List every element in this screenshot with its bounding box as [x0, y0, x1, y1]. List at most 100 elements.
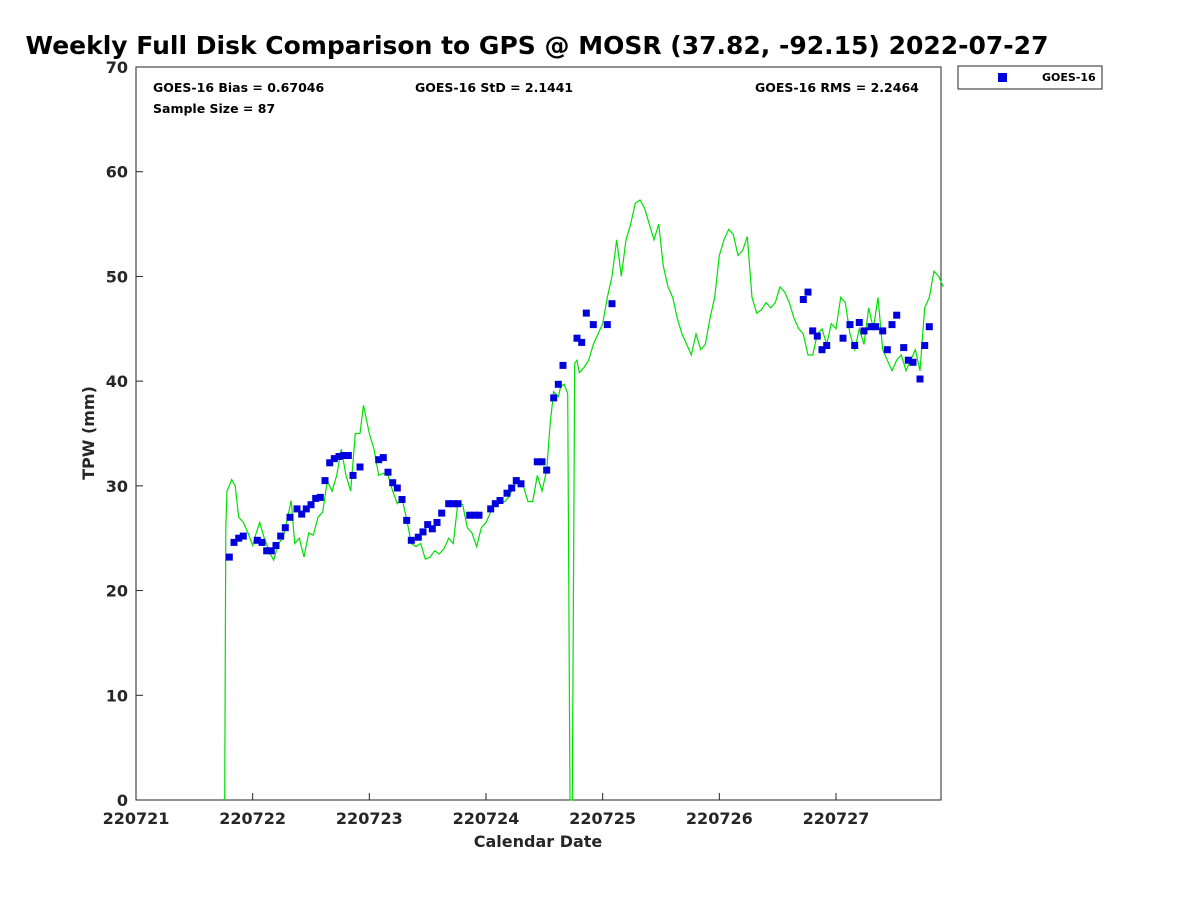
goes-16-point: [503, 489, 511, 497]
goes-16-point: [235, 534, 243, 542]
goes-16-point: [312, 494, 320, 502]
goes-16-point: [414, 533, 422, 541]
goes-16-point: [550, 394, 558, 402]
goes-16-point: [855, 319, 863, 326]
goes-16-point: [330, 455, 338, 463]
goes-16-point: [582, 309, 590, 317]
goes-16-point: [230, 538, 238, 546]
goes-16-point: [302, 505, 310, 513]
goes-16-point: [340, 452, 348, 459]
goes-16-point: [909, 358, 917, 366]
goes-16-point: [475, 511, 483, 519]
goes-16-point: [883, 346, 891, 354]
stat-rms: GOES-16 RMS = 2.2464: [755, 80, 919, 95]
goes-16-point: [316, 493, 324, 501]
goes-16-point: [517, 480, 525, 488]
goes-16-point: [804, 288, 812, 296]
goes-16-point: [225, 553, 233, 561]
goes-16-point: [496, 497, 504, 504]
gps-series: [224, 199, 944, 801]
goes-16-point: [799, 296, 807, 303]
gps-line: [224, 199, 944, 801]
goes-16-point: [277, 532, 285, 540]
y-tick-label: 40: [106, 372, 128, 391]
goes-16-point: [554, 380, 562, 388]
goes-16-point: [818, 346, 826, 354]
y-tick-label: 60: [106, 163, 128, 182]
goes-16-point: [916, 375, 924, 383]
goes-16-point: [384, 468, 392, 476]
goes-16-point: [424, 521, 432, 529]
goes-16-series: [225, 288, 933, 561]
goes-16-point: [379, 454, 387, 462]
goes-16-point: [925, 323, 933, 331]
goes-16-point: [356, 463, 364, 471]
goes-16-point: [398, 496, 406, 503]
goes-16-point: [813, 332, 821, 340]
goes-16-point: [281, 524, 289, 532]
x-tick-label: 220724: [453, 809, 520, 828]
goes-16-point: [573, 334, 581, 342]
goes-16-point: [375, 456, 383, 464]
goes-16-point: [559, 361, 567, 369]
goes-16-point: [888, 321, 896, 329]
goes-16-point: [487, 505, 495, 513]
goes-16-point: [823, 342, 831, 349]
x-tick-label: 220725: [569, 809, 636, 828]
x-tick-label: 220727: [803, 809, 870, 828]
goes-16-point: [603, 321, 611, 329]
legend-box: [957, 65, 1103, 90]
goes-16-point: [533, 458, 541, 466]
goes-16-point: [543, 466, 551, 474]
goes-16-point: [293, 505, 301, 513]
x-tick-label: 220726: [686, 809, 753, 828]
x-axis: 220721 220722 220723 220724 220725 220726 2207…: [103, 793, 870, 828]
goes-16-point: [449, 500, 457, 508]
goes-16-point: [239, 532, 247, 540]
goes-16-point: [872, 323, 880, 331]
x-tick-label: 220721: [103, 809, 170, 828]
goes-16-point: [428, 525, 436, 533]
goes-16-point: [407, 536, 415, 544]
goes-16-point: [921, 342, 929, 349]
goes-16-point: [433, 519, 441, 526]
legend-marker-goes-16: [998, 73, 1007, 82]
goes-16-point: [879, 327, 887, 335]
goes-16-point: [326, 459, 334, 467]
y-axis-label: TPW (mm): [79, 386, 98, 480]
goes-16-point: [608, 300, 616, 308]
goes-16-point: [445, 500, 453, 508]
goes-16-point: [839, 334, 847, 342]
goes-16-point: [438, 509, 446, 517]
goes-16-point: [267, 547, 275, 555]
goes-16-point: [846, 321, 854, 329]
goes-16-point: [893, 311, 901, 319]
goes-16-point: [589, 321, 597, 329]
y-tick-label: 30: [106, 477, 128, 496]
goes-16-point: [286, 513, 294, 521]
goes-16-point: [403, 516, 411, 524]
goes-16-point: [860, 327, 868, 335]
goes-16-point: [335, 453, 343, 460]
goes-16-point: [298, 510, 306, 518]
x-axis-label: Calendar Date: [474, 832, 603, 851]
goes-16-point: [809, 327, 817, 335]
goes-16-point: [904, 356, 912, 364]
legend-label-goes-16: GOES-16: [1042, 71, 1096, 84]
goes-16-point: [466, 511, 474, 519]
goes-16-point: [258, 538, 266, 546]
y-tick-label: 20: [106, 582, 128, 601]
x-tick-label: 220723: [336, 809, 403, 828]
y-tick-label: 50: [106, 267, 128, 286]
goes-16-point: [851, 342, 859, 349]
goes-16-point: [470, 511, 478, 519]
legend: GOES-16: [957, 65, 1103, 90]
goes-16-point: [578, 338, 586, 346]
goes-16-point: [867, 323, 875, 331]
goes-16-point: [538, 458, 546, 466]
goes-16-point: [900, 344, 908, 352]
goes-16-point: [512, 477, 520, 485]
goes-16-point: [307, 501, 315, 509]
stat-std: GOES-16 StD = 2.1441: [415, 80, 573, 95]
